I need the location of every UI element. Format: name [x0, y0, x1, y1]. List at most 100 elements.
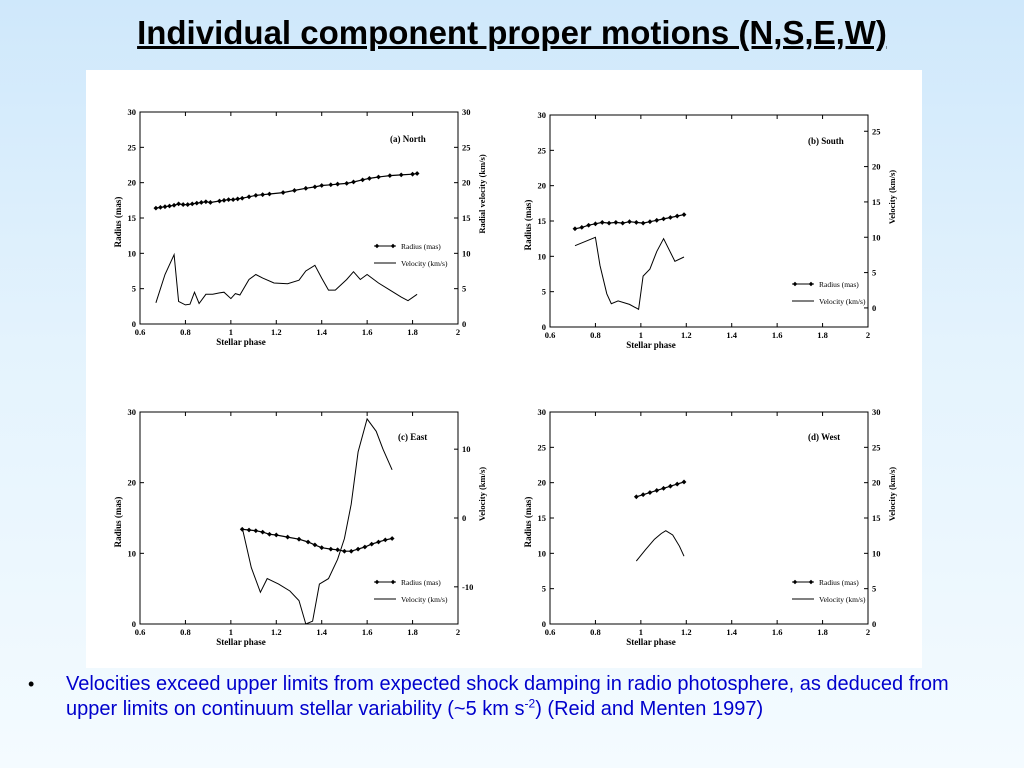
data-point: [627, 219, 632, 225]
x-tick-label: 1: [639, 330, 643, 340]
data-point: [153, 205, 159, 211]
y-axis-label: Radius (mas): [113, 497, 123, 548]
data-point: [387, 173, 393, 178]
data-point: [267, 191, 272, 197]
x-tick-label: 1.6: [362, 327, 373, 337]
data-point: [606, 220, 612, 226]
data-point: [620, 220, 626, 226]
x-tick-label: 1.8: [817, 627, 828, 637]
data-point: [235, 196, 241, 202]
data-point: [382, 537, 388, 543]
data-point: [667, 483, 673, 489]
y2-tick-label: 10: [872, 232, 881, 242]
y-tick-label: 25: [128, 142, 137, 152]
data-point: [342, 548, 347, 554]
y2-tick-label: 5: [462, 284, 466, 294]
x-tick-label: 0.8: [180, 627, 191, 637]
data-point: [661, 216, 666, 222]
subplot-title: (c) East: [398, 432, 427, 442]
x-tick-label: 0.6: [545, 330, 556, 340]
x-tick-label: 1.8: [407, 327, 418, 337]
x-axis-label: Stellar phase: [216, 337, 266, 347]
y-tick-label: 15: [128, 213, 137, 223]
y-tick-label: 5: [542, 287, 546, 297]
data-point: [410, 171, 415, 177]
data-point: [348, 548, 354, 554]
y-tick-label: 10: [128, 548, 137, 558]
x-tick-label: 1.8: [407, 627, 418, 637]
y-tick-label: 30: [538, 407, 547, 417]
data-point: [647, 219, 653, 225]
y2-tick-label: 5: [872, 584, 876, 594]
legend-label: Velocity (km/s): [819, 297, 866, 306]
data-point: [633, 220, 639, 225]
legend-label: Velocity (km/s): [819, 595, 866, 604]
y2-tick-label: 20: [872, 162, 881, 172]
x-tick-label: 0.8: [180, 327, 191, 337]
data-point: [194, 200, 200, 206]
series-line-velocity: [635, 530, 685, 562]
data-point: [167, 203, 172, 209]
y-tick-label: 20: [128, 178, 137, 188]
data-point: [260, 192, 266, 198]
subplot-3: 0.6 0.8 1 1.2 1.4 1.6 1.8 20102030-10010Stellar…: [113, 407, 487, 647]
data-point: [572, 226, 578, 232]
data-point: [599, 220, 605, 225]
y2-tick-label: 0: [462, 319, 466, 329]
data-point: [681, 212, 687, 218]
data-point: [226, 197, 231, 203]
legend-marker: [374, 243, 380, 249]
data-point: [681, 479, 687, 485]
data-point: [328, 546, 334, 552]
y-tick-label: 10: [128, 248, 137, 258]
data-point: [369, 541, 375, 547]
y-tick-label: 25: [538, 442, 547, 452]
y2-tick-label: 10: [872, 548, 881, 558]
y-tick-label: 30: [128, 407, 137, 417]
x-tick-label: 1.8: [817, 330, 828, 340]
x-tick-label: 1.4: [316, 627, 327, 637]
data-point: [674, 213, 680, 219]
series-line-velocity: [574, 236, 685, 311]
x-tick-label: 2: [866, 330, 870, 340]
y-tick-label: 25: [538, 145, 547, 155]
subplot-title: (b) South: [808, 136, 844, 146]
y2-axis-label: Velocity (km/s): [477, 467, 487, 521]
data-point: [180, 202, 186, 207]
x-tick-label: 2: [866, 627, 870, 637]
y-tick-label: 0: [132, 619, 136, 629]
legend-label: Radius (mas): [819, 578, 859, 587]
data-point: [158, 205, 163, 210]
x-tick-label: 2: [456, 327, 460, 337]
plot-frame: [549, 114, 869, 328]
subplot-title: (d) West: [808, 432, 840, 442]
data-point: [253, 528, 259, 534]
legend-label: Radius (mas): [401, 242, 441, 251]
y2-tick-label: 10: [462, 248, 471, 258]
bullet-text-end: ) (Reid and Menten 1997): [535, 698, 764, 720]
bullet-mark: •: [28, 674, 35, 694]
series-line-radius: [242, 528, 393, 552]
data-point: [355, 546, 361, 552]
data-point: [292, 188, 297, 193]
data-point: [376, 539, 381, 545]
data-point: [230, 197, 236, 203]
data-point: [189, 201, 195, 207]
y2-tick-label: 30: [462, 107, 471, 117]
y2-tick-label: 15: [872, 513, 881, 523]
data-point: [267, 531, 272, 537]
legend-marker: [808, 281, 814, 287]
data-point: [221, 197, 227, 203]
x-tick-label: 1.2: [681, 330, 692, 340]
data-point: [398, 172, 404, 178]
y-tick-label: 10: [538, 251, 547, 261]
data-point: [351, 179, 356, 185]
y2-tick-label: 25: [872, 126, 881, 136]
x-tick-label: 1.6: [362, 627, 373, 637]
x-tick-label: 1.4: [316, 327, 327, 337]
legend-marker: [792, 281, 798, 287]
y-tick-label: 20: [128, 478, 137, 488]
data-point: [661, 485, 666, 491]
y-axis-label: Radius (mas): [523, 497, 533, 548]
y2-tick-label: 15: [462, 213, 471, 223]
